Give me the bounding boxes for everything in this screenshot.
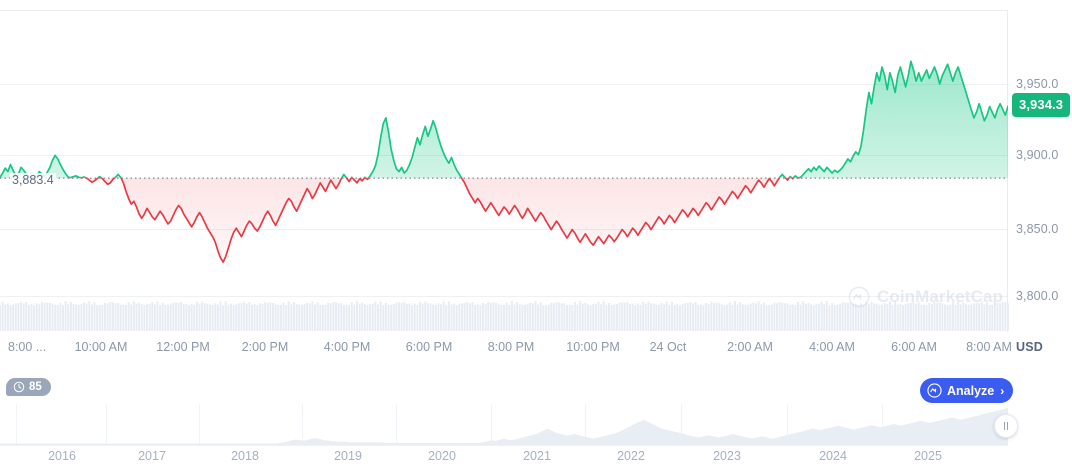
y-tick-3850: 3,850.0: [1016, 222, 1059, 236]
analyze-button-label: Analyze: [947, 383, 995, 398]
navigator-year-label: 2017: [138, 449, 166, 463]
history-count-value: 85: [29, 381, 42, 393]
clock-icon: [13, 381, 25, 393]
open-price-label: 3,883.4: [10, 173, 56, 187]
navigator-year-label: 2018: [231, 449, 259, 463]
currency-label: USD: [1016, 340, 1043, 354]
navigator-year-label: 2023: [713, 449, 741, 463]
drag-handle-icon: [1004, 422, 1008, 430]
x-tick-label: 8:00 PM: [487, 340, 535, 354]
x-tick-label: 2:00 AM: [727, 340, 773, 354]
price-series-svg: [0, 60, 1009, 331]
x-tick-label: 6:00 PM: [405, 340, 453, 354]
x-tick-label: 10:00 PM: [566, 340, 620, 354]
x-tick-label: 6:00 AM: [891, 340, 937, 354]
analyze-button[interactable]: Analyze ›: [920, 378, 1014, 403]
y-tick-3950: 3,950.0: [1016, 77, 1059, 91]
navigator-year-label: 2020: [428, 449, 456, 463]
gridline-3850: [0, 229, 1008, 230]
navigator-year-label: 2022: [617, 449, 645, 463]
navigator-drag-handle[interactable]: [994, 414, 1018, 438]
y-tick-3800: 3,800.0: [1016, 289, 1059, 303]
price-line-down: [0, 178, 801, 263]
history-count-badge[interactable]: 85: [6, 378, 51, 396]
plot-top-border: [0, 10, 1008, 11]
chevron-right-icon: ›: [1000, 383, 1005, 398]
price-line-up: [0, 60, 1008, 179]
navigator-baseline: [0, 445, 1008, 446]
y-tick-3900: 3,900.0: [1016, 148, 1059, 162]
coinmarketcap-logo-icon: [927, 383, 942, 398]
volume-bars: [0, 301, 1009, 331]
gridline-3800: [0, 296, 1008, 297]
range-navigator[interactable]: [0, 404, 1008, 446]
gridline-3900: [0, 155, 1008, 156]
x-tick-label: 8:00 ...: [8, 340, 47, 354]
x-axis-labels: 8:00 ... 10:00 AM 12:00 PM 2:00 PM 4:00 PM 6:…: [0, 340, 1012, 364]
x-tick-label: 12:00 PM: [156, 340, 210, 354]
navigator-series-svg: [0, 404, 1008, 446]
x-tick-label: 10:00 AM: [74, 340, 128, 354]
x-tick-label: 2:00 PM: [241, 340, 289, 354]
x-tick-label: 8:00 AM: [966, 340, 1012, 354]
gridline-3950: [0, 84, 1008, 85]
navigator-area: [0, 408, 1008, 446]
area-fill-down: [0, 178, 1008, 263]
navigator-year-labels: 2016 2017 2018 2019 2020 2021 2022 2023 2024 2025: [0, 449, 1008, 467]
navigator-year-label: 2025: [914, 449, 942, 463]
y-axis-labels: 3,950.0 3,900.0 3,850.0 3,800.0 3,934.3 …: [1008, 0, 1072, 354]
navigator-year-label: 2024: [819, 449, 847, 463]
navigator-year-label: 2021: [523, 449, 551, 463]
x-tick-label: 4:00 AM: [809, 340, 855, 354]
current-price-badge: 3,934.3: [1012, 93, 1071, 117]
x-tick-label: 24 Oct: [649, 340, 687, 354]
x-tick-label: 4:00 PM: [323, 340, 371, 354]
navigator-year-label: 2016: [48, 449, 76, 463]
area-fill-up: [0, 61, 1008, 179]
navigator-year-label: 2019: [334, 449, 362, 463]
